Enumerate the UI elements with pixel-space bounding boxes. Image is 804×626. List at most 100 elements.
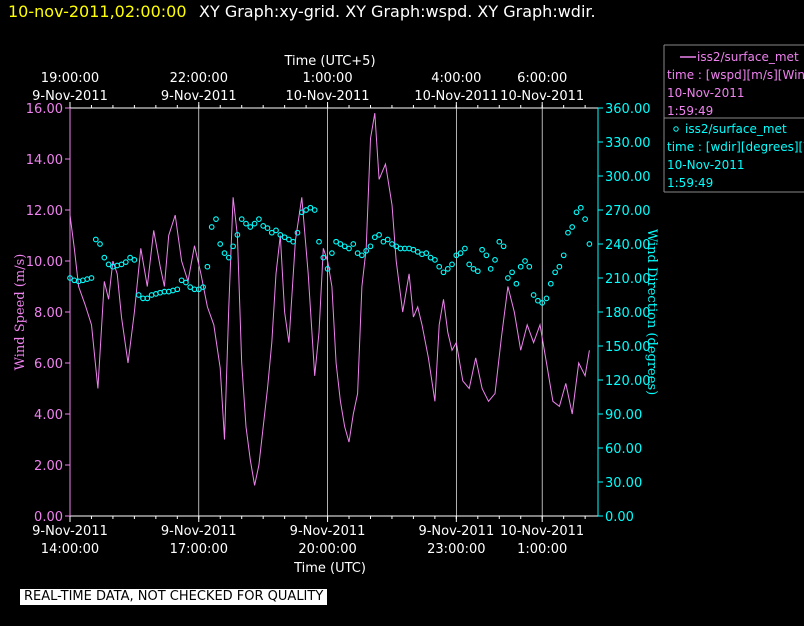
wind-direction-series — [67, 204, 593, 306]
wind-direction-point — [393, 243, 400, 250]
wind-direction-point — [260, 223, 267, 229]
left-tick-label: 2.00 — [34, 459, 63, 474]
right-tick-label: 30.00 — [605, 476, 642, 491]
right-tick-label: 180.00 — [605, 306, 651, 321]
wind-direction-point — [329, 250, 335, 256]
wind-direction-point — [195, 286, 202, 293]
legend: iss2/surface_met time : [wspd][m/s][Wind… — [663, 44, 804, 193]
wind-direction-point — [432, 257, 438, 263]
wind-direction-point — [307, 204, 314, 211]
top-tick-time: 4:00:00 — [431, 71, 481, 86]
wind-direction-point — [264, 225, 271, 231]
left-tick-label: 0.00 — [34, 510, 63, 525]
wind-direction-point — [363, 247, 370, 254]
wind-direction-point — [492, 257, 498, 263]
wind-direction-point — [569, 224, 576, 230]
bottom-tick-time: 20:00:00 — [298, 542, 356, 557]
wind-direction-point — [496, 238, 503, 245]
wind-direction-point — [389, 241, 395, 247]
wind-direction-point — [294, 229, 301, 236]
header-titles: XY Graph:xy-grid. XY Graph:wspd. XY Grap… — [199, 2, 596, 21]
wind-direction-point — [208, 224, 215, 230]
wind-direction-point — [577, 204, 584, 211]
legend-2-time: 1:59:49 — [667, 176, 713, 190]
right-tick-label: 300.00 — [605, 170, 651, 185]
wind-direction-point — [277, 232, 284, 238]
wind-direction-point — [337, 241, 344, 247]
wind-direction-point — [371, 234, 378, 241]
wind-direction-point — [483, 252, 490, 259]
wind-direction-point — [414, 249, 421, 255]
right-tick-label: 240.00 — [605, 238, 651, 253]
wind-direction-point — [286, 236, 292, 243]
left-tick-label: 16.00 — [26, 102, 63, 117]
legend-circle-icon — [673, 126, 679, 132]
wind-direction-point — [101, 254, 108, 261]
legend-1-date: 10-Nov-2011 — [667, 86, 745, 100]
wind-direction-point — [144, 295, 151, 302]
right-tick-label: 360.00 — [605, 102, 651, 117]
wind-direction-point — [440, 269, 447, 276]
wind-direction-point — [526, 263, 533, 270]
right-tick-label: 330.00 — [605, 136, 651, 151]
wind-direction-point — [217, 241, 224, 247]
legend-2-name: iss2/surface_met — [685, 122, 787, 136]
left-tick-label: 8.00 — [34, 306, 63, 321]
wind-direction-point — [479, 246, 485, 253]
wind-direction-point — [444, 266, 451, 272]
wind-direction-point — [556, 263, 563, 270]
right-tick-label: 210.00 — [605, 272, 651, 287]
wind-direction-point — [354, 250, 361, 256]
wind-direction-point — [530, 292, 537, 298]
top-axis-ticks: 19:00:00 9-Nov-2011 22:00:00 9-Nov-2011 1:00… — [32, 71, 586, 108]
wind-direction-point — [131, 257, 138, 263]
wind-direction-point — [500, 243, 507, 250]
top-tick-date: 9-Nov-2011 — [161, 89, 237, 104]
wind-direction-point — [238, 216, 245, 222]
legend-1-name: iss2/surface_met — [697, 50, 799, 64]
wind-direction-point — [118, 261, 125, 268]
left-tick-label: 12.00 — [26, 204, 63, 219]
left-axis-ticks: 0.00 2.00 4.00 6.00 8.00 10.00 12.00 14.00 16.00 — [26, 102, 70, 525]
wind-direction-point — [462, 245, 468, 252]
wind-direction-point — [251, 220, 258, 227]
header-date: 10-nov-2011,02:00:00 — [8, 2, 187, 21]
wind-direction-point — [547, 280, 554, 287]
wind-direction-point — [453, 252, 460, 259]
wind-direction-point — [178, 277, 185, 284]
right-axis-label: Wind Direction (degrees) — [644, 229, 659, 395]
wind-direction-point — [466, 261, 473, 268]
left-axis-label: Wind Speed (m/s) — [13, 254, 28, 371]
wind-direction-point — [346, 245, 352, 252]
left-tick-label: 10.00 — [26, 255, 63, 270]
wind-direction-point — [522, 258, 528, 264]
top-tick-date: 10-Nov-2011 — [414, 89, 498, 104]
wind-direction-point — [127, 254, 133, 261]
wind-direction-point — [213, 216, 219, 222]
wind-direction-point — [122, 259, 129, 265]
wind-direction-point — [183, 279, 189, 286]
top-tick-time: 19:00:00 — [41, 71, 99, 86]
plot-area: 0.00 2.00 4.00 6.00 8.00 10.00 12.00 14.00 16.00… — [26, 71, 651, 557]
wind-direction-point — [560, 252, 567, 259]
wind-direction-point — [423, 250, 430, 256]
right-tick-label: 120.00 — [605, 374, 651, 389]
wind-speed-series — [69, 113, 590, 486]
right-tick-label: 270.00 — [605, 204, 651, 219]
quality-disclaimer: REAL-TIME DATA, NOT CHECKED FOR QUALITY — [20, 589, 328, 605]
wind-direction-point — [487, 266, 494, 272]
bottom-tick-time: 17:00:00 — [170, 542, 228, 557]
wind-direction-point — [380, 238, 387, 245]
top-tick-time: 6:00:00 — [517, 71, 567, 86]
wind-direction-point — [350, 241, 357, 247]
wind-direction-point — [174, 286, 181, 293]
wind-direction-point — [247, 224, 254, 230]
top-tick-time: 1:00:00 — [302, 71, 352, 86]
wind-direction-point — [582, 216, 588, 222]
wind-direction-point — [513, 280, 520, 287]
wind-direction-point — [410, 246, 417, 253]
wind-direction-point — [273, 227, 279, 234]
wind-direction-point — [298, 209, 305, 216]
bottom-tick-date: 9-Nov-2011 — [161, 524, 237, 539]
